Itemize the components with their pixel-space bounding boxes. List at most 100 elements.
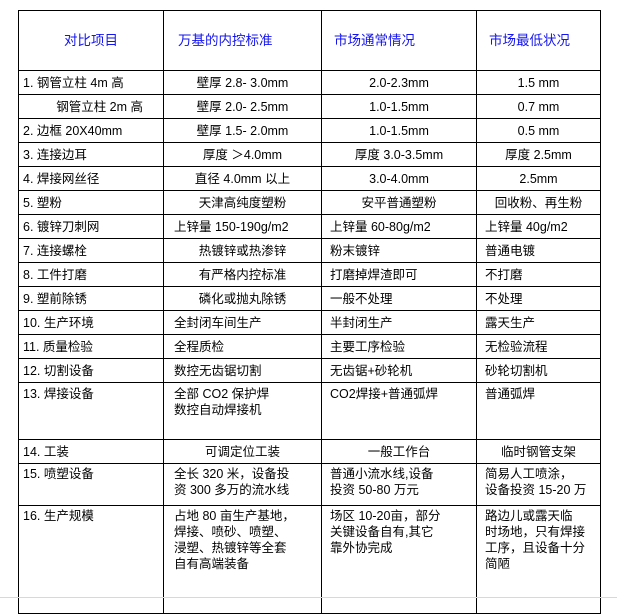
cell-lowest: 路边儿或露天临 时场地，只有焊接 工序，且设备十分 简陋 (476, 505, 601, 614)
cell-lowest: 0.7 mm (476, 94, 601, 119)
cell-item: 2. 边框 20X40mm (18, 118, 164, 143)
cell-line: 工序，且设备十分 (485, 541, 586, 555)
cell-item: 15. 喷塑设备 (18, 463, 164, 506)
cell-usual: 1.0-1.5mm (321, 118, 477, 143)
column-header-item: 对比项目 (18, 10, 164, 71)
cell-usual: 普通小流水线,设备 投资 50-80 万元 (321, 463, 477, 506)
table-row: 12. 切割设备 数控无齿锯切割 无齿锯+砂轮机 砂轮切割机 (18, 358, 601, 383)
cell-usual: 粉末镀锌 (321, 238, 477, 263)
cell-standard: 热镀锌或热渗锌 (163, 238, 322, 263)
cell-item: 钢管立柱 2m 高 (18, 94, 164, 119)
cell-standard: 全长 320 米，设备投 资 300 多万的流水线 (163, 463, 322, 506)
table-row: 9. 塑前除锈 磷化或抛丸除锈 一般不处理 不处理 (18, 286, 601, 311)
cell-standard: 数控无齿锯切割 (163, 358, 322, 383)
cell-lowest: 普通电镀 (476, 238, 601, 263)
table-row: 4. 焊接网丝径 直径 4.0mm 以上 3.0-4.0mm 2.5mm (18, 166, 601, 191)
page-bottom-divider (0, 597, 617, 598)
comparison-table-wrapper: 对比项目 万基的内控标准 市场通常情况 市场最低状况 1. 钢管立柱 4m 高 … (18, 10, 601, 614)
cell-item: 9. 塑前除锈 (18, 286, 164, 311)
cell-usual: 安平普通塑粉 (321, 190, 477, 215)
comparison-table: 对比项目 万基的内控标准 市场通常情况 市场最低状况 1. 钢管立柱 4m 高 … (18, 10, 601, 614)
cell-lowest: 砂轮切割机 (476, 358, 601, 383)
cell-line: 全部 CO2 保护焊 (174, 387, 270, 401)
cell-standard: 上锌量 150-190g/m2 (163, 214, 322, 239)
cell-usual: 场区 10-20亩，部分 关键设备自有,其它 靠外协完成 (321, 505, 477, 614)
cell-standard: 全封闭车间生产 (163, 310, 322, 335)
cell-item: 12. 切割设备 (18, 358, 164, 383)
cell-standard: 厚度 ＞4.0mm (163, 142, 322, 167)
table-row: 3. 连接边耳 厚度 ＞4.0mm 厚度 3.0-3.5mm 厚度 2.5mm (18, 142, 601, 167)
table-row: 7. 连接螺栓 热镀锌或热渗锌 粉末镀锌 普通电镀 (18, 238, 601, 263)
cell-line: 时场地，只有焊接 (485, 525, 586, 539)
column-header-standard: 万基的内控标准 (163, 10, 322, 71)
cell-usual: 1.0-1.5mm (321, 94, 477, 119)
cell-lowest: 上锌量 40g/m2 (476, 214, 601, 239)
cell-line: 关键设备自有,其它 (330, 525, 434, 539)
cell-item: 5. 塑粉 (18, 190, 164, 215)
cell-usual: 一般不处理 (321, 286, 477, 311)
column-header-usual: 市场通常情况 (321, 10, 477, 71)
table-row: 8. 工件打磨 有严格内控标准 打磨掉焊渣即可 不打磨 (18, 262, 601, 287)
cell-usual: 厚度 3.0-3.5mm (321, 142, 477, 167)
table-header-row: 对比项目 万基的内控标准 市场通常情况 市场最低状况 (18, 10, 601, 71)
cell-lowest: 不打磨 (476, 262, 601, 287)
cell-usual: 一般工作台 (321, 439, 477, 464)
cell-usual: 打磨掉焊渣即可 (321, 262, 477, 287)
cell-line: 普通小流水线,设备 (330, 467, 434, 481)
cell-line: 靠外协完成 (330, 541, 393, 555)
cell-lowest: 无检验流程 (476, 334, 601, 359)
cell-item: 10. 生产环境 (18, 310, 164, 335)
cell-line: 简易人工喷涂， (485, 467, 573, 481)
cell-line: 场区 10-20亩，部分 (330, 509, 441, 523)
cell-line: 自有高端装备 (174, 557, 250, 571)
cell-lowest: 普通弧焊 (476, 382, 601, 440)
cell-usual: 半封闭生产 (321, 310, 477, 335)
table-row: 14. 工装 可调定位工装 一般工作台 临时钢管支架 (18, 439, 601, 464)
cell-item: 6. 镀锌刀刺网 (18, 214, 164, 239)
cell-standard: 可调定位工装 (163, 439, 322, 464)
cell-line: 资 300 多万的流水线 (174, 483, 290, 497)
cell-standard: 全程质检 (163, 334, 322, 359)
cell-item: 13. 焊接设备 (18, 382, 164, 440)
cell-item: 8. 工件打磨 (18, 262, 164, 287)
cell-lowest: 0.5 mm (476, 118, 601, 143)
cell-lowest: 回收粉、再生粉 (476, 190, 601, 215)
table-row: 6. 镀锌刀刺网 上锌量 150-190g/m2 上锌量 60-80g/m2 上… (18, 214, 601, 239)
cell-lowest: 露天生产 (476, 310, 601, 335)
cell-standard: 壁厚 1.5- 2.0mm (163, 118, 322, 143)
cell-standard: 天津高纯度塑粉 (163, 190, 322, 215)
cell-usual: 2.0-2.3mm (321, 70, 477, 95)
cell-line: 数控自动焊接机 (174, 403, 262, 417)
table-row: 2. 边框 20X40mm 壁厚 1.5- 2.0mm 1.0-1.5mm 0.… (18, 118, 601, 143)
cell-item: 3. 连接边耳 (18, 142, 164, 167)
cell-usual: 上锌量 60-80g/m2 (321, 214, 477, 239)
cell-standard: 直径 4.0mm 以上 (163, 166, 322, 191)
cell-lowest: 2.5mm (476, 166, 601, 191)
column-header-lowest: 市场最低状况 (476, 10, 601, 71)
cell-line: 全长 320 米，设备投 (174, 467, 290, 481)
table-row: 11. 质量检验 全程质检 主要工序检验 无检验流程 (18, 334, 601, 359)
cell-standard: 壁厚 2.0- 2.5mm (163, 94, 322, 119)
cell-lowest: 厚度 2.5mm (476, 142, 601, 167)
table-row: 16. 生产规模 占地 80 亩生产基地， 焊接、喷砂、喷塑、 浸塑、热镀锌等全… (18, 505, 601, 614)
table-row: 10. 生产环境 全封闭车间生产 半封闭生产 露天生产 (18, 310, 601, 335)
cell-usual: 3.0-4.0mm (321, 166, 477, 191)
cell-lowest: 临时钢管支架 (476, 439, 601, 464)
table-row: 15. 喷塑设备 全长 320 米，设备投 资 300 多万的流水线 普通小流水… (18, 463, 601, 506)
table-row: 钢管立柱 2m 高 壁厚 2.0- 2.5mm 1.0-1.5mm 0.7 mm (18, 94, 601, 119)
table-row: 13. 焊接设备 全部 CO2 保护焊 数控自动焊接机 CO2焊接+普通弧焊 普… (18, 382, 601, 440)
cell-usual: 主要工序检验 (321, 334, 477, 359)
table-body: 对比项目 万基的内控标准 市场通常情况 市场最低状况 1. 钢管立柱 4m 高 … (18, 10, 601, 614)
table-row: 5. 塑粉 天津高纯度塑粉 安平普通塑粉 回收粉、再生粉 (18, 190, 601, 215)
cell-usual: 无齿锯+砂轮机 (321, 358, 477, 383)
cell-line: 路边儿或露天临 (485, 509, 573, 523)
table-row: 1. 钢管立柱 4m 高 壁厚 2.8- 3.0mm 2.0-2.3mm 1.5… (18, 70, 601, 95)
cell-standard: 磷化或抛丸除锈 (163, 286, 322, 311)
cell-item: 4. 焊接网丝径 (18, 166, 164, 191)
cell-item: 1. 钢管立柱 4m 高 (18, 70, 164, 95)
cell-standard: 有严格内控标准 (163, 262, 322, 287)
cell-lowest: 不处理 (476, 286, 601, 311)
cell-lowest: 1.5 mm (476, 70, 601, 95)
cell-item: 16. 生产规模 (18, 505, 164, 614)
